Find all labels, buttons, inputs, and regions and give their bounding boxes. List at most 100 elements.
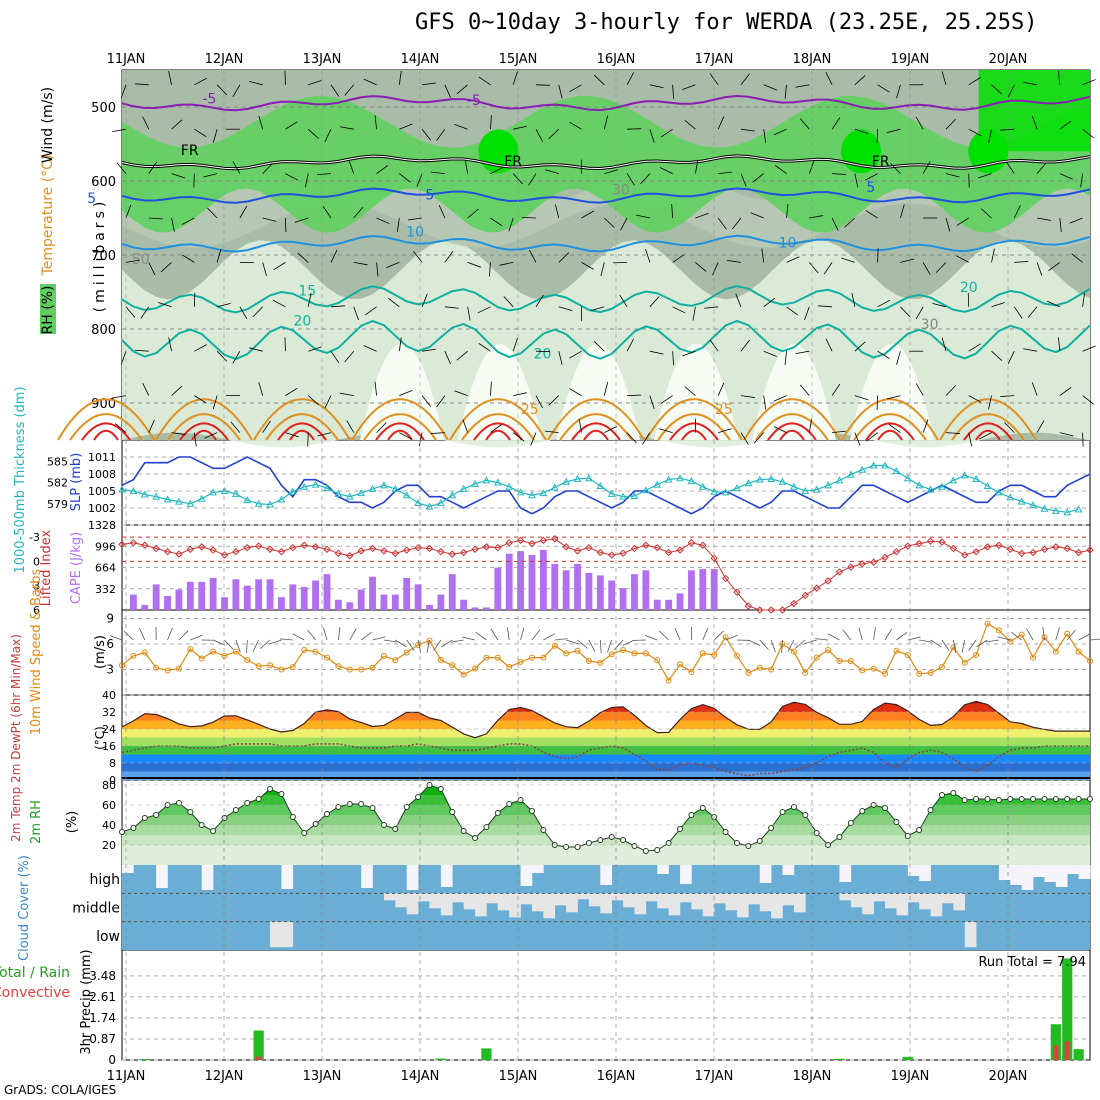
rh-point	[927, 807, 934, 813]
rh-point	[745, 843, 752, 849]
temp-band	[122, 754, 1090, 763]
rh-tick-label: 40	[102, 819, 116, 832]
wind-barb	[317, 432, 332, 437]
li-point	[1086, 546, 1094, 554]
thickness-point	[493, 478, 502, 486]
wind-barb	[262, 163, 273, 174]
wind-speed-point	[665, 677, 672, 684]
cloud-gap-middle	[395, 893, 408, 908]
thickness-point	[482, 476, 491, 484]
wind-barb	[604, 217, 615, 229]
li-point	[528, 539, 536, 548]
rh-point	[574, 844, 581, 850]
wind-tick-label: 9	[106, 612, 114, 626]
li-point	[664, 548, 673, 557]
li-point	[812, 584, 821, 592]
warm-isotherm-dome	[939, 398, 1037, 441]
cloud-gap-high	[782, 865, 795, 875]
wind-barb	[922, 262, 931, 275]
surface-wind-barb	[577, 639, 588, 649]
li-point	[129, 539, 138, 547]
surface-wind-barb	[804, 639, 817, 645]
freezing-level-inner	[121, 155, 1091, 170]
wind-barb	[818, 305, 833, 308]
wind-barb	[212, 129, 218, 143]
rh-bands	[122, 785, 1090, 865]
thickness-point	[653, 480, 662, 488]
cloud-gap-low	[964, 921, 977, 948]
cloud-gap-middle	[611, 893, 624, 901]
wind-speed-point	[699, 650, 706, 657]
wind-barb	[1000, 128, 1015, 131]
wind-speed-point	[916, 670, 923, 677]
surface-wind-barb	[622, 639, 635, 646]
warm-isotherm-dome	[485, 429, 511, 441]
rh-point	[267, 786, 274, 792]
temp-tick-label: 0	[109, 774, 116, 787]
precip-total-bar	[1050, 1024, 1061, 1060]
li-point	[824, 577, 832, 585]
wind-barb	[1013, 205, 1021, 219]
thickness-point	[892, 467, 901, 475]
wind-barb	[558, 306, 573, 312]
wind-barb	[140, 306, 150, 319]
precip-total-bar	[139, 1059, 150, 1060]
wind-barb	[865, 173, 878, 181]
contour-label: 30	[612, 182, 630, 198]
temp-band	[122, 763, 1090, 772]
li-point	[1017, 549, 1026, 558]
wind-speed-point	[380, 652, 387, 659]
wind-barb	[1027, 306, 1038, 318]
wind-barb	[808, 418, 813, 433]
wind-barb	[353, 262, 368, 266]
wind-speed-point	[540, 654, 547, 661]
cloud-gap-middle	[736, 893, 749, 918]
cape-bar	[232, 579, 240, 610]
wind-barb	[1031, 115, 1038, 130]
warm-isotherm-dome	[865, 422, 915, 441]
wind-barb	[603, 381, 609, 396]
wind-barb	[773, 426, 787, 433]
thickness-point	[528, 491, 536, 499]
li-point	[926, 537, 935, 545]
wind-speed-point	[517, 658, 524, 665]
wind-barb	[363, 345, 377, 352]
wind-barb	[535, 294, 544, 308]
wind-barb	[512, 173, 523, 185]
li-point	[767, 606, 775, 614]
wind-barb	[142, 382, 150, 396]
cloud-gap-middle	[383, 893, 396, 901]
cape-axis-label: CAPE (J/kg)	[69, 532, 84, 604]
wind-barb	[285, 121, 298, 130]
li-point	[699, 541, 707, 549]
date-label-bottom: 20JAN	[989, 1069, 1028, 1084]
li-point	[380, 547, 388, 555]
cape-bar	[596, 575, 604, 610]
cloud-gap-middle	[406, 893, 419, 915]
wind-barb	[430, 171, 445, 174]
wind-barb	[763, 129, 767, 144]
wind-barb	[252, 306, 263, 318]
wind-speed-point	[449, 662, 456, 669]
wind-barb	[684, 119, 696, 130]
contour-label: 20	[293, 313, 311, 329]
wind-speed-point	[403, 649, 410, 656]
wind-barb	[593, 341, 605, 352]
cape-bar	[141, 604, 149, 610]
wind-speed-point	[585, 658, 592, 664]
surface-wind-barb	[748, 639, 761, 646]
surface-wind-barb	[337, 627, 341, 641]
cape-bar	[699, 569, 707, 610]
wind-barb	[490, 115, 492, 130]
cape-bar	[380, 594, 388, 610]
cape-bar	[483, 607, 490, 610]
rh-point	[312, 821, 319, 827]
rh-point	[528, 808, 535, 814]
wind-barb	[307, 128, 319, 139]
wind-barb	[324, 395, 332, 409]
wind-barb	[554, 204, 560, 219]
warm-isotherm-dome	[755, 413, 829, 441]
precip-tick-label: 2.61	[89, 990, 116, 1004]
thickness-point	[448, 491, 457, 499]
thickness-line	[121, 464, 1079, 513]
